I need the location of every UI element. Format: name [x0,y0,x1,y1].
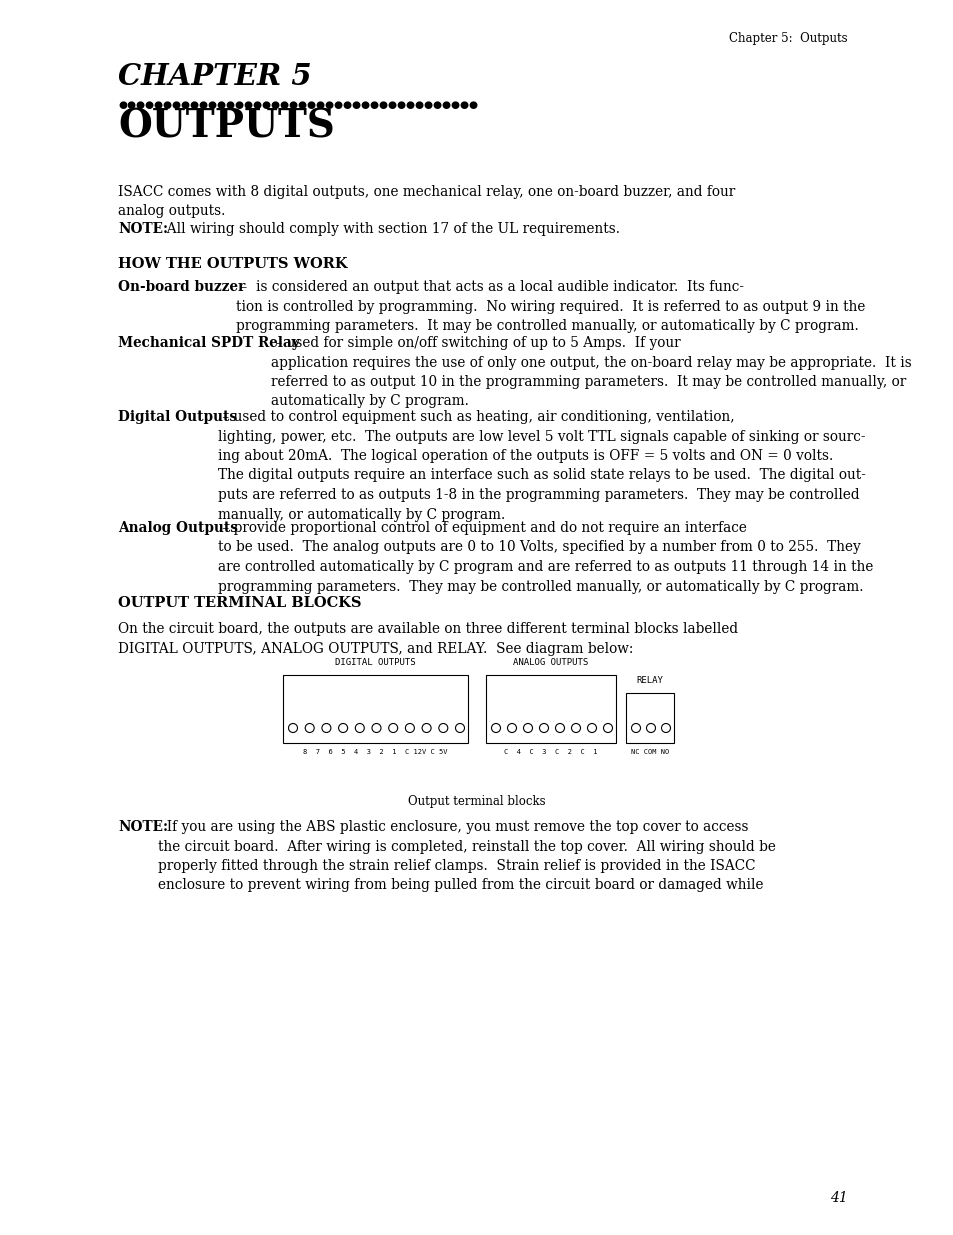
Text: ●●●●●●●●●●●●●●●●●●●●●●●●●●●●●●●●●●●●●●●●: ●●●●●●●●●●●●●●●●●●●●●●●●●●●●●●●●●●●●●●●● [118,100,477,110]
Text: NC COM NO: NC COM NO [630,748,668,755]
Text: On-board buzzer: On-board buzzer [118,280,245,294]
Text: Chapter 5:  Outputs: Chapter 5: Outputs [729,32,847,44]
Text: ISACC comes with 8 digital outputs, one mechanical relay, one on-board buzzer, a: ISACC comes with 8 digital outputs, one … [118,185,735,219]
Text: 41: 41 [829,1191,847,1205]
Text: CHAPTER 5: CHAPTER 5 [118,62,312,91]
Text: OUTPUT TERMINAL BLOCKS: OUTPUT TERMINAL BLOCKS [118,597,361,610]
Text: Digital Outputs: Digital Outputs [118,410,236,424]
Text: NOTE:: NOTE: [118,222,168,236]
Bar [283,676,468,743]
Text: ANALOG OUTPUTS: ANALOG OUTPUTS [513,658,588,667]
Text: OUTPUTS: OUTPUTS [118,107,335,146]
Text: – used for simple on/off switching of up to 5 Amps.  If your
application require: – used for simple on/off switching of up… [271,336,911,409]
Text: Output terminal blocks: Output terminal blocks [408,795,545,808]
Text: If you are using the ABS plastic enclosure, you must remove the top cover to acc: If you are using the ABS plastic enclosu… [158,820,775,893]
Text: HOW THE OUTPUTS WORK: HOW THE OUTPUTS WORK [118,257,347,270]
Text: RELAY: RELAY [636,676,662,685]
Text: NOTE:: NOTE: [118,820,168,834]
Bar [485,676,616,743]
Text: 8  7  6  5  4  3  2  1  C 12V C 5V: 8 7 6 5 4 3 2 1 C 12V C 5V [302,748,447,755]
Text: – used to control equipment such as heating, air conditioning, ventilation,
ligh: – used to control equipment such as heat… [218,410,865,521]
Text: C  4  C  3  C  2  C  1: C 4 C 3 C 2 C 1 [504,748,598,755]
Text: All wiring should comply with section 17 of the UL requirements.: All wiring should comply with section 17… [158,222,619,236]
Text: DIGITAL OUTPUTS: DIGITAL OUTPUTS [335,658,415,667]
Text: On the circuit board, the outputs are available on three different terminal bloc: On the circuit board, the outputs are av… [118,622,738,656]
Text: Analog Outputs: Analog Outputs [118,521,237,535]
Text: – provide proportional control of equipment and do not require an interface
to b: – provide proportional control of equipm… [218,521,872,594]
Text: Mechanical SPDT Relay: Mechanical SPDT Relay [118,336,299,350]
Bar [625,693,673,743]
Text: –  is considered an output that acts as a local audible indicator.  Its func-
ti: – is considered an output that acts as a… [235,280,864,333]
